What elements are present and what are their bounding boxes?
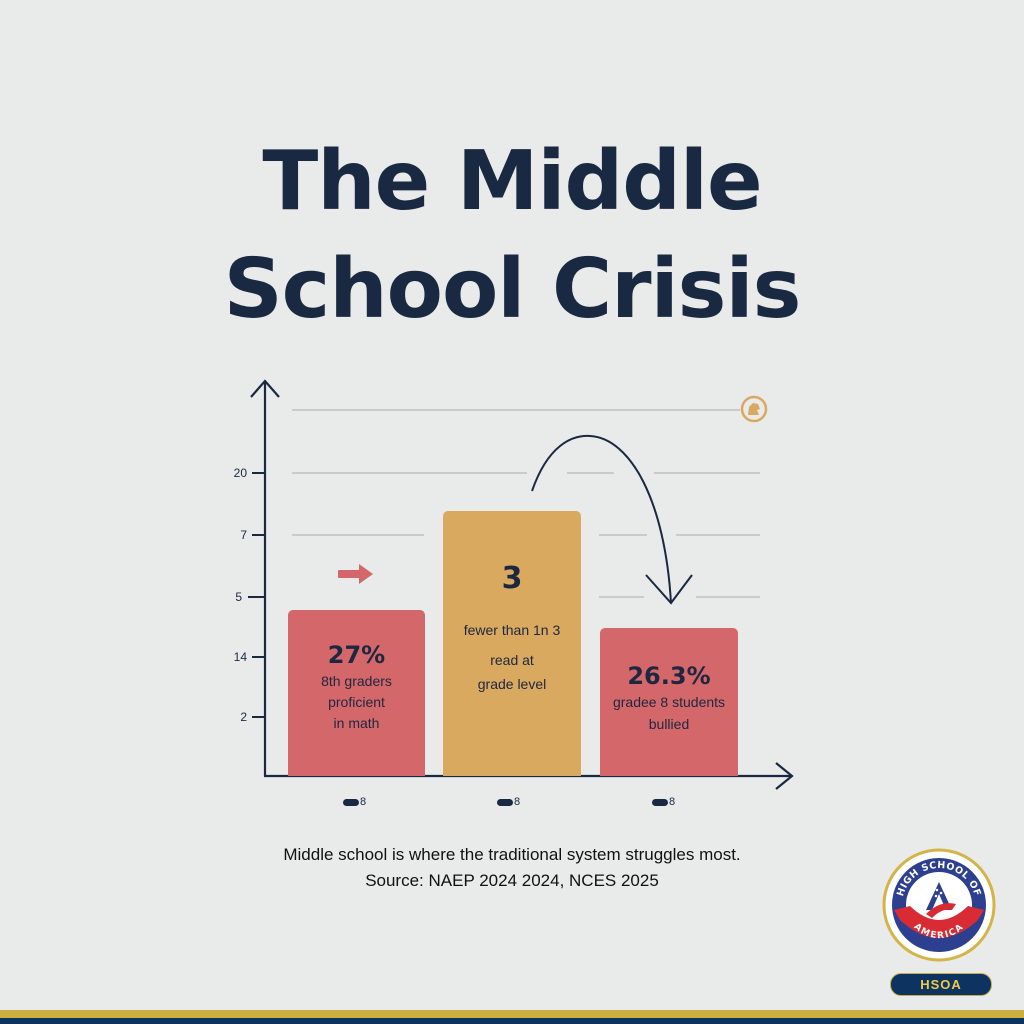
- red-arrow-icon: [338, 564, 373, 584]
- x-category-text: 8: [514, 796, 521, 808]
- bar-bullied-students: 26.3% gradee 8 students bullied: [600, 628, 738, 776]
- y-tick-label: 14: [233, 650, 247, 664]
- legend-swatch-icon: [652, 798, 668, 806]
- y-ticks: [248, 472, 265, 718]
- bar-value-label: 27%: [327, 641, 386, 669]
- y-tick-label: 2: [240, 710, 247, 724]
- bottom-stripe-navy: [0, 1018, 1024, 1024]
- bar-value-label: 26.3%: [627, 662, 711, 690]
- bar-description-line: gradee 8 students: [612, 694, 726, 710]
- x-axis-arrow-icon: [775, 762, 794, 790]
- legend-swatch-icon: [497, 798, 513, 806]
- bottom-stripe-gold: [0, 1010, 1024, 1018]
- school-logo: HIGH SCHOOL OF AMERICA: [882, 848, 996, 962]
- y-axis-arrow-icon: [250, 379, 280, 398]
- x-category-label: 8: [497, 795, 520, 809]
- bar-reading-level: 3 fewer than 1n 3 read at grade level: [443, 511, 581, 776]
- y-tick-label: 20: [233, 466, 247, 480]
- bar-description: gradee 8 students bullied: [600, 692, 738, 734]
- x-category-label: 8: [343, 795, 366, 809]
- curved-arrow-icon: [531, 434, 672, 604]
- bar-description-line: in math: [333, 715, 380, 731]
- bar-description-line: proficient: [328, 694, 385, 710]
- bar-math-proficiency: 27% 8th graders proficient in math: [288, 610, 425, 776]
- page-title: The Middle School Crisis: [0, 128, 1024, 344]
- title-line-1: The Middle: [262, 134, 762, 229]
- legend-swatch-icon: [343, 798, 359, 806]
- bar-description: fewer than 1n 3 read at grade level: [443, 620, 581, 694]
- title-line-2: School Crisis: [223, 242, 802, 337]
- footer-caption: Middle school is where the traditional s…: [283, 845, 741, 864]
- y-tick-label: 7: [240, 528, 247, 542]
- bar-description: 8th graders proficient in math: [288, 671, 425, 733]
- gridlines: [292, 409, 760, 598]
- bar-description-line: grade level: [477, 676, 547, 692]
- x-category-label: 8: [652, 795, 675, 809]
- badge-circle-icon: [740, 395, 768, 423]
- y-tick-label: 5: [235, 590, 242, 604]
- bar-description-line: bullied: [648, 716, 690, 732]
- logo-a-emblem-icon: [926, 882, 952, 910]
- bar-description-line: fewer than 1n 3: [463, 622, 561, 638]
- curved-arrow-head-icon: [645, 574, 693, 605]
- bar-description-line: 8th graders: [321, 673, 392, 689]
- bar-value-label: 3: [501, 561, 523, 596]
- footer-source: Source: NAEP 2024 2024, NCES 2025: [365, 871, 659, 890]
- hsoa-badge: HSOA: [890, 973, 992, 996]
- x-category-text: 8: [360, 796, 367, 808]
- bar-description-line: read at: [490, 652, 534, 668]
- logo-eagle-icon: [926, 903, 956, 918]
- x-category-text: 8: [669, 796, 676, 808]
